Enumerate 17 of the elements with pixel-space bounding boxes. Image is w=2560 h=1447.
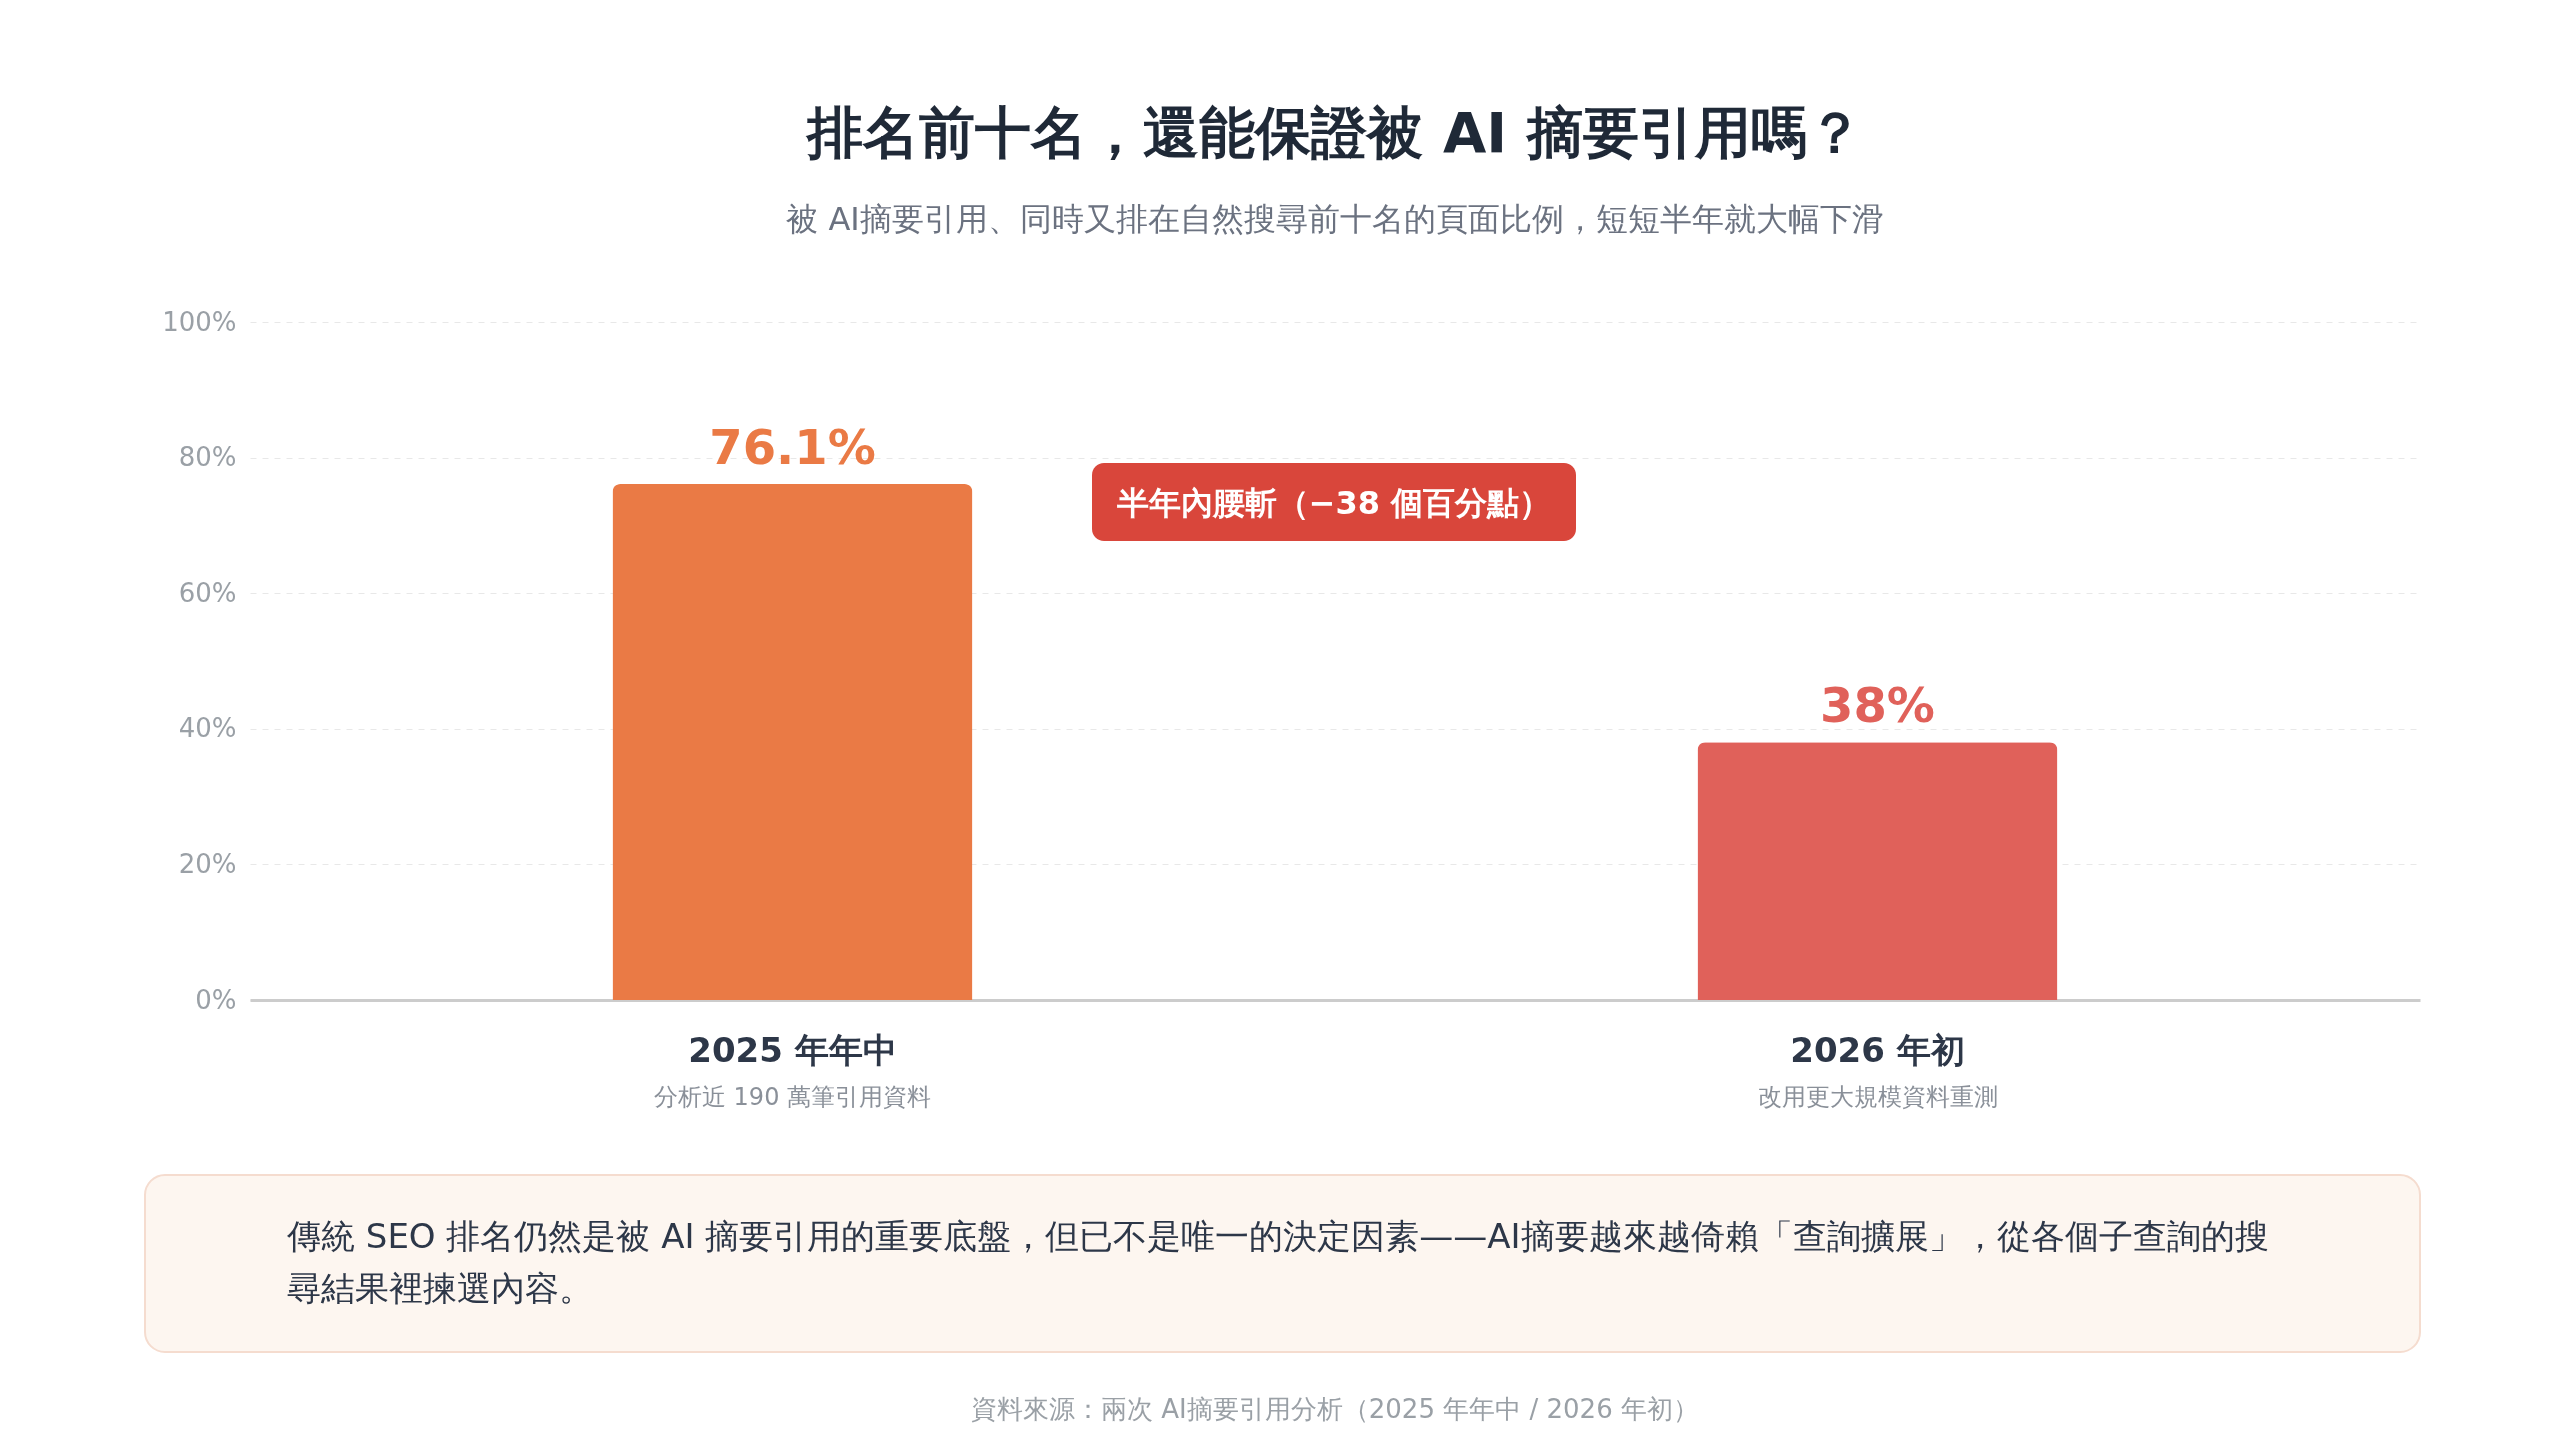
y-tick-label: 20% <box>178 848 237 879</box>
y-tick-label: 100% <box>162 306 237 337</box>
y-tick-label: 60% <box>178 577 237 608</box>
x-tick-label: 2025 年年中 <box>688 1030 897 1070</box>
y-tick-label: 80% <box>178 442 237 473</box>
text: 改用更大規模資料重測 <box>1757 1083 1998 1111</box>
data-label: 76.1% <box>709 419 876 476</box>
y-tick-label: 0% <box>195 984 237 1015</box>
y-tick-label: 40% <box>178 713 237 744</box>
chart-title: 排名前十名，還能保證被 AI 摘要引用嗎？ <box>805 100 1863 165</box>
chart-subtitle: 被 AI摘要引用、同時又排在自然搜尋前十名的頁面比例，短短半年就大幅下滑 <box>786 200 1884 238</box>
annotation: 半年內腰斬（−38 個百分點） <box>1115 484 1552 522</box>
text: 傳統 SEO 排名仍然是被 AI 摘要引用的重要底盤，但已不是唯一的決定因素——AI摘要越來越倚賴「查詢擴展」，從各個子查詢的搜尋結果裡揀選內容。 <box>286 1216 2269 1308</box>
data-label: 38% <box>1820 677 1935 734</box>
text: 分析近 190 萬筆引用資料 <box>653 1083 932 1111</box>
x-tick-label: 2026 年初 <box>1790 1030 1965 1070</box>
source-note: 資料來源：兩次 AI摘要引用分析（2025 年年中 / 2026 年初） <box>971 1394 1699 1424</box>
